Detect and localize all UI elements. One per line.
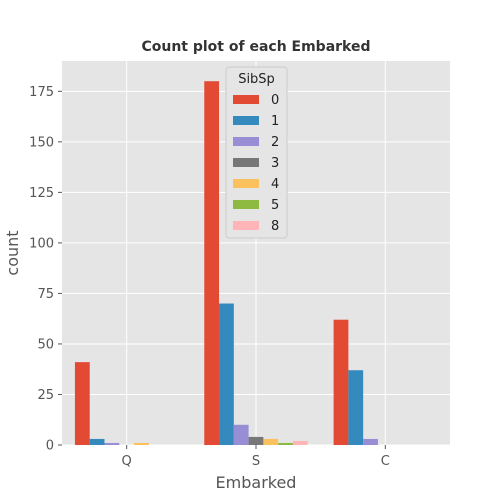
bar-Q-sibsp-1 xyxy=(89,438,105,445)
bar-C-sibsp-2 xyxy=(363,438,378,445)
y-axis: 0 25 50 75 100 125 150 175 xyxy=(29,85,62,454)
legend-swatch-8 xyxy=(233,221,259,230)
bar-S-sibsp-4 xyxy=(263,438,279,445)
legend-label-1: 1 xyxy=(271,114,279,129)
bar-Q-sibsp-0 xyxy=(74,362,90,445)
bar-S-sibsp-1 xyxy=(219,303,234,445)
legend-swatch-0 xyxy=(233,95,259,104)
bar-S-sibsp-8 xyxy=(292,440,308,445)
legend-swatch-5 xyxy=(233,200,259,209)
legend-label-8: 8 xyxy=(271,219,279,234)
y-axis-label: count xyxy=(3,230,22,275)
x-axis-label: Embarked xyxy=(216,473,297,492)
x-tick-label-Q: Q xyxy=(122,454,132,469)
legend-swatch-4 xyxy=(233,179,259,188)
bar-S-sibsp-0 xyxy=(204,81,220,446)
legend-swatch-2 xyxy=(233,137,259,146)
legend-label-0: 0 xyxy=(271,93,279,108)
bar-Q-sibsp-4 xyxy=(134,442,149,445)
legend-label-2: 2 xyxy=(271,135,279,150)
y-tick-label-25: 25 xyxy=(37,388,54,403)
bar-S-sibsp-2 xyxy=(233,424,249,445)
legend-title: SibSp xyxy=(238,72,275,87)
legend-box xyxy=(225,66,288,239)
chart-title: Count plot of each Embarked xyxy=(141,39,370,55)
legend-label-4: 4 xyxy=(271,177,279,192)
bar-S-sibsp-3 xyxy=(248,436,264,445)
y-tick-label-100: 100 xyxy=(29,236,54,251)
legend-label-5: 5 xyxy=(271,198,279,213)
legend: SibSp 0 1 2 3 4 5 8 xyxy=(225,66,288,239)
bars xyxy=(74,81,378,446)
y-tick-label-175: 175 xyxy=(29,85,54,100)
legend-swatch-1 xyxy=(233,116,259,125)
legend-swatch-3 xyxy=(233,158,259,167)
bar-Q-sibsp-2 xyxy=(104,442,120,445)
bar-C-sibsp-0 xyxy=(333,319,349,445)
y-tick-label-50: 50 xyxy=(37,337,54,352)
legend-label-3: 3 xyxy=(271,156,279,171)
y-tick-label-75: 75 xyxy=(37,287,54,302)
y-tick-label-125: 125 xyxy=(29,186,54,201)
bar-S-sibsp-5 xyxy=(278,442,293,445)
x-tick-label-C: C xyxy=(381,454,390,469)
y-tick-label-0: 0 xyxy=(46,439,54,454)
x-tick-label-S: S xyxy=(252,454,260,469)
bar-C-sibsp-1 xyxy=(348,370,364,445)
y-tick-label-150: 150 xyxy=(29,135,54,150)
